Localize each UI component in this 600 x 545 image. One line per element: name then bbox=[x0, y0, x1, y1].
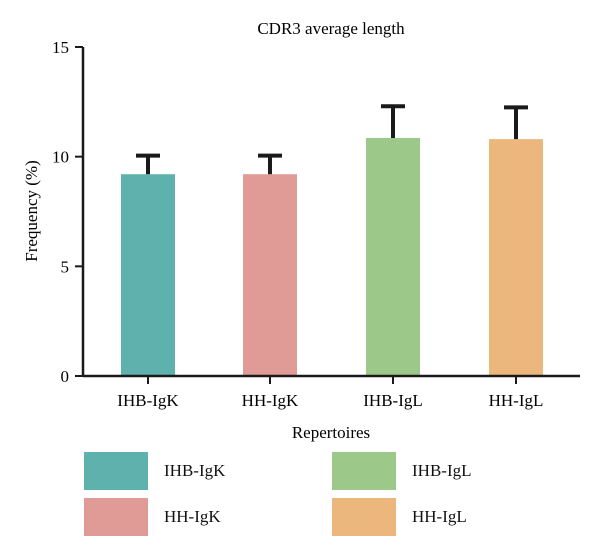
y-tick-label-5: 5 bbox=[61, 257, 70, 276]
y-axis-label: Frequency (%) bbox=[22, 160, 41, 262]
legend-label-ihb-igk: IHB-IgK bbox=[164, 461, 226, 480]
legend-label-ihb-igl: IHB-IgL bbox=[412, 461, 472, 480]
x-tick-label-ihb-igk: IHB-IgK bbox=[117, 391, 179, 410]
x-tick-label-ihb-igl: IHB-IgL bbox=[363, 391, 422, 410]
x-tick-label-hh-igk: HH-IgK bbox=[242, 391, 299, 410]
legend-swatch-ihb-igl bbox=[332, 452, 396, 490]
legend-swatch-hh-igk bbox=[84, 498, 148, 536]
legend-item-ihb-igl: IHB-IgL bbox=[332, 452, 471, 490]
bar-chart: CDR3 average length Frequency (%) Repert… bbox=[22, 19, 580, 442]
chart-title: CDR3 average length bbox=[257, 19, 405, 38]
bar-hh-igk bbox=[243, 174, 297, 376]
legend: IHB-IgK HH-IgK IHB-IgL HH-IgL bbox=[0, 448, 600, 538]
legend-swatch-ihb-igk bbox=[84, 452, 148, 490]
legend-label-hh-igl: HH-IgL bbox=[412, 507, 467, 526]
x-tick-label-hh-igl: HH-IgL bbox=[489, 391, 544, 410]
bar-ihb-igk bbox=[121, 174, 175, 376]
legend-label-hh-igk: HH-IgK bbox=[164, 507, 221, 526]
legend-item-hh-igk: HH-IgK bbox=[84, 498, 221, 536]
legend-item-ihb-igk: IHB-IgK bbox=[84, 452, 225, 490]
y-tick-label-10: 10 bbox=[52, 148, 69, 167]
x-axis-label: Repertoires bbox=[292, 423, 370, 442]
y-tick-label-0: 0 bbox=[61, 367, 70, 386]
bar-ihb-igl bbox=[366, 138, 420, 376]
legend-item-hh-igl: HH-IgL bbox=[332, 498, 467, 536]
y-tick-label-15: 15 bbox=[52, 38, 69, 57]
legend-swatch-hh-igl bbox=[332, 498, 396, 536]
bar-hh-igl bbox=[489, 139, 543, 376]
